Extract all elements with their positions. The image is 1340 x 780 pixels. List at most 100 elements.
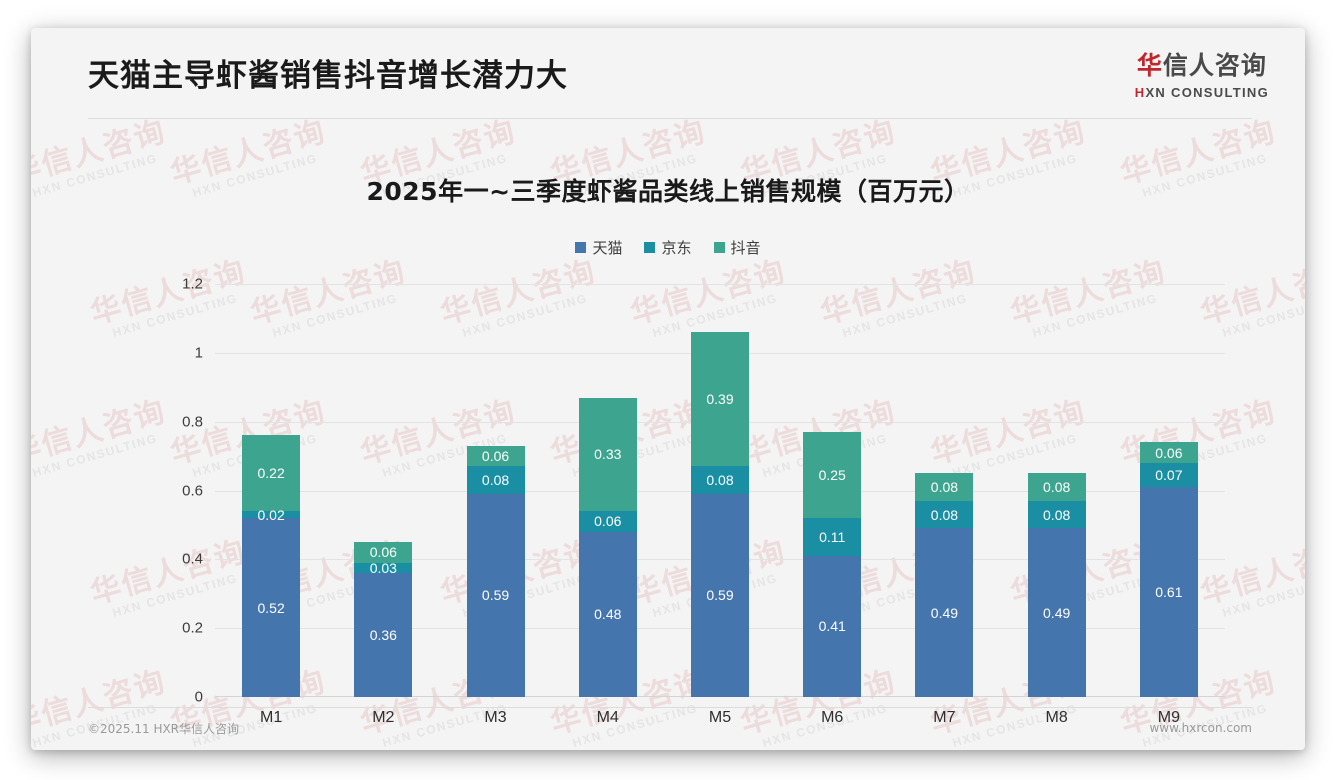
slide-header: 天猫主导虾酱销售抖音增长潜力大 华信人咨询 HXN CONSULTING [31,28,1305,120]
plot-area: 1.2 1 0.8 0.6 0.4 0.2 0 0.52 0.02 0.22 M1 0.36 0.03… [182,276,1225,726]
bar-group-M8: 0.49 0.08 0.08 M8 [1001,284,1113,726]
legend-item-京东[interactable]: 京东 [644,237,692,258]
x-axis-tick-label: M7 [933,709,956,726]
bar-value-label: 0.08 [481,472,510,489]
bar-value-label: 0.33 [594,446,622,463]
stacked-bar[interactable]: 0.49 0.08 0.08 [915,473,974,697]
slide-footer: ©2025.11 HXR华信人咨询 www.hxrcon.com [88,714,1252,742]
x-axis-tick-label: M8 [1045,709,1068,726]
x-axis-tick-label: M4 [596,709,619,726]
bar-segment-抖音[interactable]: 0.06 [1139,442,1198,463]
bar-value-label: 0.49 [930,604,959,621]
footer-website[interactable]: www.hxrcon.com [1149,721,1252,735]
footer-divider [88,707,1252,708]
bar-series-group: 0.52 0.02 0.22 M1 0.36 0.03 0.06 M2 0.59 0.08 0.06… [215,284,1225,726]
x-axis-tick-label: M9 [1157,709,1180,726]
bar-group-M3: 0.59 0.08 0.06 M3 [439,284,551,726]
y-axis-tick-label: 0.6 [182,482,203,499]
bar-value-label: 0.06 [481,448,510,465]
bar-segment-天猫[interactable]: 0.36 [354,573,413,697]
legend-label: 抖音 [730,239,761,257]
bar-segment-京东[interactable]: 0.08 [1027,500,1086,529]
bar-value-label: 0.06 [369,544,397,561]
bar-value-label: 0.49 [1043,604,1071,621]
y-axis-tick-label: 1.2 [182,275,203,293]
bar-value-label: 0.02 [257,506,285,523]
bar-segment-抖音[interactable]: 0.33 [578,397,637,512]
bar-segment-抖音[interactable]: 0.08 [1027,473,1086,501]
bar-value-label: 0.11 [819,528,846,545]
bar-value-label: 0.06 [594,513,622,530]
brand-logo-chinese: 华信人咨询 [1135,52,1269,80]
legend-swatch-icon [644,242,656,253]
x-axis-tick-label: M1 [259,709,283,726]
bar-segment-京东[interactable]: 0.08 [466,466,525,494]
bar-value-label: 0.08 [930,479,959,496]
brand-logo: 华信人咨询 HXN CONSULTING [1135,52,1269,100]
stacked-bar[interactable]: 0.59 0.08 0.39 [690,332,749,697]
bar-value-label: 0.08 [1043,479,1071,496]
bar-segment-天猫[interactable]: 0.59 [466,493,525,697]
bar-group-M5: 0.59 0.08 0.39 M5 [664,284,776,726]
bar-value-label: 0.08 [930,506,959,523]
x-axis-tick-label: M3 [484,709,507,726]
stacked-bar[interactable]: 0.41 0.11 0.25 [803,432,862,697]
bar-segment-天猫[interactable]: 0.61 [1139,487,1198,697]
legend-item-抖音[interactable]: 抖音 [713,237,761,258]
brand-logo-rest-chars: 信人咨询 [1162,51,1267,80]
bar-segment-京东[interactable]: 0.06 [578,511,637,532]
bar-value-label: 0.03 [369,559,397,576]
bar-value-label: 0.52 [257,599,285,616]
bar-segment-天猫[interactable]: 0.48 [578,531,637,697]
bar-segment-抖音[interactable]: 0.06 [354,542,413,563]
chart-container: 2025年一~三季度虾酱品类线上销售规模（百万元） 天猫 京东 抖音 1.2 1 0.8… [31,120,1305,726]
bar-value-label: 0.59 [706,587,734,604]
bar-group-M9: 0.61 0.07 0.06 M9 [1113,284,1225,726]
bar-segment-抖音[interactable]: 0.08 [915,473,974,501]
y-axis-tick-label: 0 [194,688,203,706]
bar-group-M4: 0.48 0.06 0.33 M4 [552,284,664,726]
bar-segment-京东[interactable]: 0.08 [690,466,749,494]
bar-segment-天猫[interactable]: 0.49 [1027,528,1086,697]
bar-segment-天猫[interactable]: 0.59 [690,493,749,697]
x-axis-tick-label: M6 [821,709,844,726]
x-axis-tick-label: M2 [372,709,395,726]
brand-logo-english: HXN CONSULTING [1135,85,1269,100]
chart-legend: 天猫 京东 抖音 [31,237,1305,258]
bar-value-label: 0.22 [257,465,285,482]
bar-segment-京东[interactable]: 0.08 [915,500,974,529]
stacked-bar[interactable]: 0.49 0.08 0.08 [1027,473,1086,697]
y-axis-tick-label: 0.4 [182,550,203,568]
stacked-bar[interactable]: 0.36 0.03 0.06 [354,542,413,697]
y-axis-tick-label: 0.2 [182,619,203,637]
bar-segment-抖音[interactable]: 0.06 [466,445,525,467]
legend-swatch-icon [575,242,587,253]
slide-card: 华信人咨询 HXN CONSULTING 华信人咨询 HXN CONSULTING 华信… [31,28,1305,750]
bar-value-label: 0.59 [481,587,510,604]
bar-value-label: 0.48 [594,606,622,623]
stacked-bar[interactable]: 0.48 0.06 0.33 [578,397,637,697]
bar-segment-抖音[interactable]: 0.39 [690,332,749,467]
bar-value-label: 0.25 [818,467,846,484]
bar-segment-京东[interactable]: 0.07 [1139,462,1198,488]
bar-segment-京东[interactable]: 0.11 [803,518,862,556]
bar-segment-天猫[interactable]: 0.52 [242,518,301,697]
legend-label: 京东 [661,239,692,257]
bar-segment-抖音[interactable]: 0.22 [242,435,301,512]
bar-segment-京东[interactable]: 0.03 [354,559,413,576]
y-axis-tick-label: 1 [194,344,203,362]
bar-segment-抖音[interactable]: 0.25 [803,432,862,519]
stacked-bar[interactable]: 0.52 0.02 0.22 [242,435,301,697]
stacked-bar[interactable]: 0.61 0.07 0.06 [1139,442,1198,697]
page-title: 天猫主导虾酱销售抖音增长潜力大 [88,58,568,94]
footer-copyright: ©2025.11 HXR华信人咨询 [88,721,240,736]
legend-item-天猫[interactable]: 天猫 [575,237,622,258]
chart-title: 2025年一~三季度虾酱品类线上销售规模（百万元） [366,177,970,206]
bar-segment-天猫[interactable]: 0.41 [803,555,862,697]
bar-segment-天猫[interactable]: 0.49 [915,528,974,697]
bar-value-label: 0.06 [1155,444,1183,461]
y-axis-tick-label: 0.8 [182,413,203,431]
bar-segment-京东[interactable]: 0.02 [242,508,301,522]
stacked-bar[interactable]: 0.59 0.08 0.06 [466,445,525,697]
bar-value-label: 0.61 [1155,584,1183,601]
